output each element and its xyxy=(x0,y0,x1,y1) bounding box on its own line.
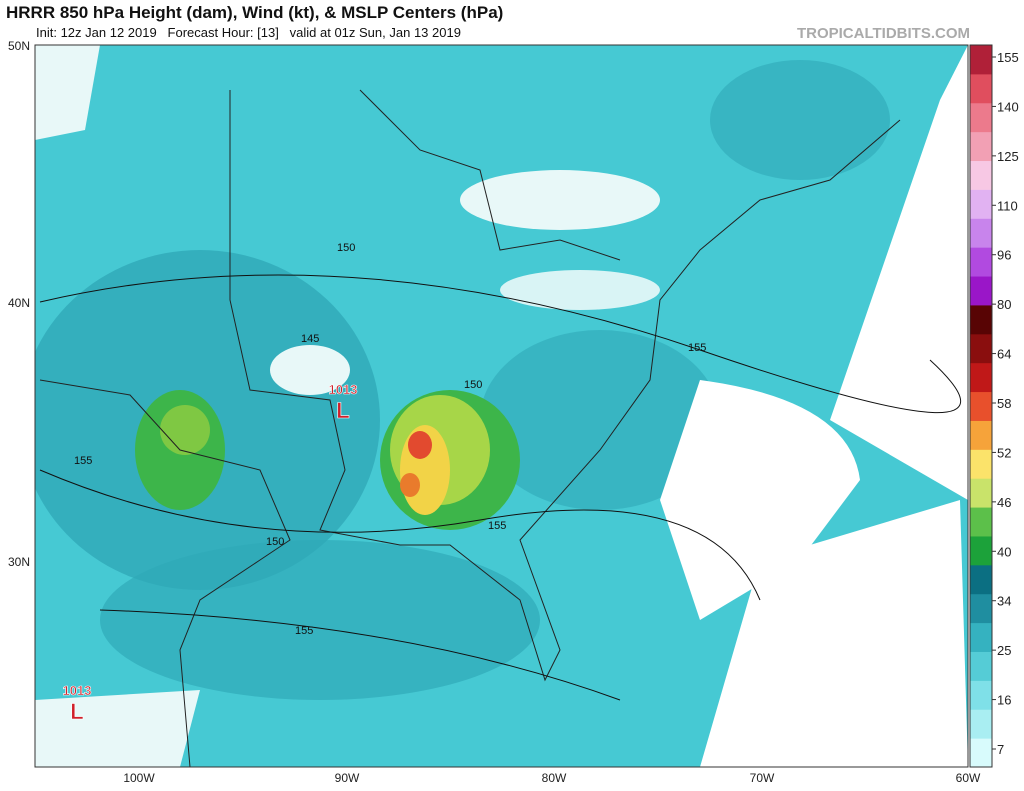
colorbar-segment xyxy=(970,160,992,190)
colorbar-label: 40 xyxy=(997,544,1011,559)
contour-label: 145 xyxy=(301,333,319,345)
colorbar-label: 125 xyxy=(997,149,1019,164)
colorbar-label: 140 xyxy=(997,99,1019,114)
source: TROPICALTIDBITS.COM xyxy=(797,25,970,42)
colorbar-label: 58 xyxy=(997,396,1011,411)
colorbar-segment xyxy=(970,304,992,335)
lon-label: 80W xyxy=(542,771,567,785)
lon-label: 70W xyxy=(750,771,775,785)
colorbar-label: 16 xyxy=(997,693,1011,708)
lat-label: 40N xyxy=(8,296,30,310)
pressure-value: 1013 xyxy=(329,382,358,397)
colorbar-segment xyxy=(970,247,992,277)
colorbar-segment xyxy=(970,189,992,219)
colorbar-segment xyxy=(970,333,992,364)
contour-label: 150 xyxy=(337,242,355,254)
map: 50N 40N 30N 100W 90W 80W 70W 60W 150 145… xyxy=(8,39,981,785)
colorbar-label: 34 xyxy=(997,594,1011,609)
lon-label: 90W xyxy=(335,771,360,785)
colorbar-segment xyxy=(970,420,992,450)
colorbar-segment xyxy=(970,622,992,652)
colorbar-label: 52 xyxy=(997,445,1011,460)
colorbar-segment xyxy=(970,391,992,421)
colorbar: 7 16 25 34 40 46 52 58 64 80 96 110 125 140 155 xyxy=(969,44,1019,768)
colorbar-segment xyxy=(970,73,992,104)
contour-label: 155 xyxy=(295,625,313,637)
colorbar-label: 110 xyxy=(997,198,1018,213)
lon-label: 60W xyxy=(956,771,981,785)
pressure-value: 1013 xyxy=(63,683,92,698)
contour-label: 150 xyxy=(464,379,482,391)
colorbar-segment xyxy=(970,564,992,595)
colorbar-segment xyxy=(970,507,992,537)
colorbar-segment xyxy=(970,738,992,768)
colorbar-segment xyxy=(970,651,992,681)
colorbar-segment xyxy=(970,218,992,248)
colorbar-segment xyxy=(970,478,992,508)
colorbar-label: 64 xyxy=(997,347,1011,362)
colorbar-segment xyxy=(970,680,992,710)
colorbar-segment xyxy=(970,131,992,162)
colorbar-segment xyxy=(970,102,992,133)
contour-label: 155 xyxy=(74,455,92,467)
colorbar-label: 46 xyxy=(997,495,1011,510)
contour-label: 155 xyxy=(488,520,506,532)
pressure-symbol: L xyxy=(336,398,349,423)
colorbar-segment xyxy=(970,276,992,306)
colorbar-label: 7 xyxy=(997,742,1004,757)
pressure-symbol: L xyxy=(70,699,83,724)
subtitle: Init: 12z Jan 12 2019 Forecast Hour: [13… xyxy=(36,25,461,40)
title: HRRR 850 hPa Height (dam), Wind (kt), & … xyxy=(6,3,503,22)
colorbar-segment xyxy=(970,709,992,739)
colorbar-segment xyxy=(970,593,992,624)
colorbar-segment xyxy=(970,449,992,479)
contour-label: 150 xyxy=(266,536,284,548)
colorbar-frame xyxy=(969,44,993,768)
colorbar-segment xyxy=(970,45,992,75)
colorbar-label: 155 xyxy=(997,50,1019,65)
contour-label: 155 xyxy=(688,342,706,354)
colorbar-segment xyxy=(970,535,992,566)
colorbar-label: 25 xyxy=(997,643,1011,658)
lat-label: 30N xyxy=(8,555,30,569)
lon-label: 100W xyxy=(123,771,155,785)
colorbar-segment xyxy=(970,362,992,393)
colorbar-label: 80 xyxy=(997,297,1011,312)
colorbar-label: 96 xyxy=(997,248,1011,263)
lat-label: 50N xyxy=(8,39,30,53)
